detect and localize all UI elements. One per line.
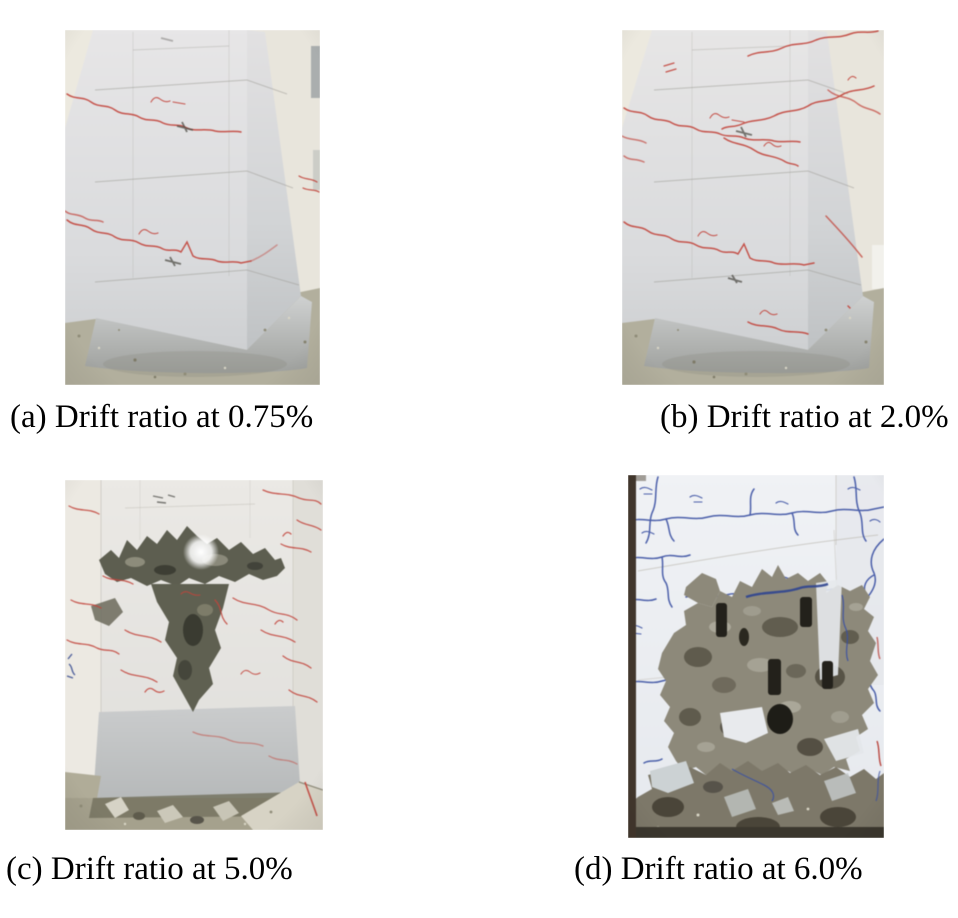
photo-b-image	[622, 30, 884, 385]
photo-a-image	[65, 30, 320, 385]
photo-d-image	[628, 475, 884, 838]
panel-a-photo	[65, 30, 320, 385]
panel-d-photo	[628, 475, 884, 838]
caption-panel-c: (c) Drift ratio at 5.0%	[6, 851, 293, 887]
panel-b-photo	[622, 30, 884, 385]
caption-panel-a: (a) Drift ratio at 0.75%	[10, 399, 314, 435]
caption-panel-b: (b) Drift ratio at 2.0%	[660, 399, 949, 435]
panel-c-photo	[65, 480, 323, 830]
caption-panel-d: (d) Drift ratio at 6.0%	[574, 851, 863, 887]
photo-c-image	[65, 480, 323, 830]
